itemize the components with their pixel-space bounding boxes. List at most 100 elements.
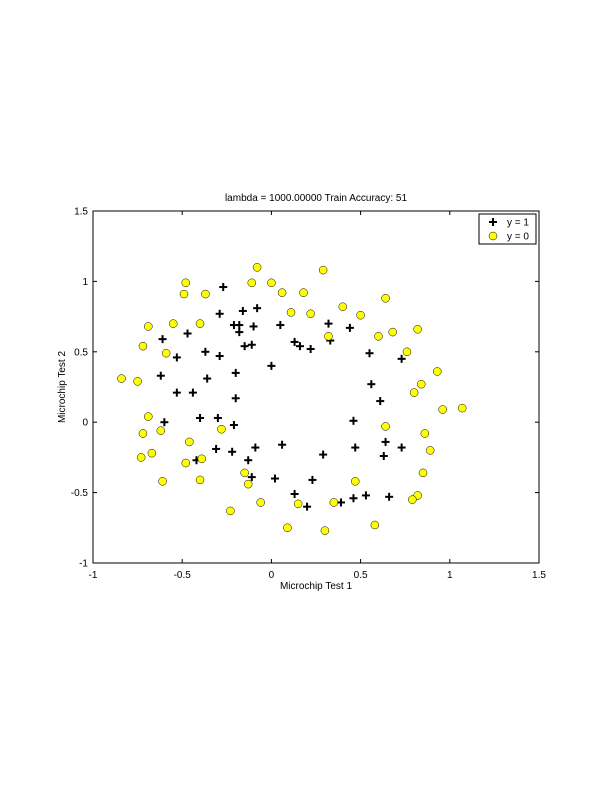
- x-tick-label: 1.5: [532, 570, 546, 581]
- x-tick-label: 0.5: [354, 570, 368, 581]
- y-tick-label: 0: [82, 418, 88, 429]
- data-point-y1: [158, 335, 167, 344]
- y-tick-label: -1: [79, 559, 88, 570]
- data-point-y1: [397, 354, 406, 363]
- data-point-y1: [381, 437, 390, 446]
- data-point-y0: [320, 526, 330, 535]
- data-point-y0: [329, 498, 339, 507]
- x-tick-label: -0.5: [174, 570, 192, 581]
- data-points: [117, 263, 467, 535]
- data-point-y1: [361, 491, 370, 500]
- data-point-y1: [215, 352, 224, 361]
- data-point-y1: [345, 323, 354, 332]
- data-point-y0: [409, 388, 419, 397]
- data-point-y1: [212, 444, 221, 453]
- data-point-y1: [215, 309, 224, 318]
- data-point-y0: [247, 278, 257, 288]
- y-tick-label: -0.5: [71, 488, 89, 499]
- data-point-y1: [308, 475, 317, 484]
- data-point-y1: [376, 397, 385, 406]
- data-point-y1: [231, 368, 240, 377]
- data-point-y1: [156, 371, 165, 380]
- data-point-y1: [229, 421, 238, 430]
- data-point-y0: [195, 475, 205, 485]
- y-tick-label: 1: [82, 277, 88, 288]
- legend-circle-icon: [488, 231, 498, 241]
- data-point-y0: [147, 448, 157, 458]
- data-point-y0: [350, 477, 360, 486]
- data-point-y0: [185, 437, 194, 447]
- data-point-y1: [351, 443, 360, 452]
- plot-area: [92, 210, 540, 564]
- data-point-y1: [203, 374, 212, 383]
- data-point-y1: [172, 353, 181, 362]
- data-point-y0: [324, 332, 333, 341]
- data-point-y1: [228, 447, 237, 456]
- data-point-y0: [144, 322, 153, 331]
- data-point-y1: [213, 413, 222, 422]
- data-point-y0: [318, 265, 328, 275]
- data-point-y1: [247, 473, 256, 482]
- data-point-y0: [381, 422, 390, 431]
- data-point-y1: [365, 349, 374, 358]
- data-point-y0: [161, 348, 171, 358]
- x-tick-label: -1: [89, 570, 98, 581]
- data-point-y0: [179, 289, 189, 299]
- data-point-y1: [336, 498, 345, 507]
- data-point-y1: [379, 451, 388, 460]
- data-point-y0: [417, 379, 426, 389]
- data-point-y0: [217, 424, 226, 434]
- data-point-y0: [293, 499, 303, 509]
- data-point-y0: [438, 405, 447, 414]
- data-point-y0: [195, 319, 205, 328]
- data-point-y1: [251, 443, 260, 452]
- data-point-y0: [181, 458, 191, 468]
- data-point-y0: [197, 454, 207, 464]
- data-point-y0: [133, 377, 142, 386]
- data-point-y0: [252, 263, 262, 272]
- data-point-y0: [156, 426, 166, 435]
- data-point-y1: [183, 329, 192, 338]
- data-point-y0: [240, 468, 249, 478]
- data-point-y1: [249, 322, 258, 331]
- data-point-y1: [367, 380, 376, 389]
- data-point-y1: [324, 319, 333, 328]
- data-point-y0: [356, 310, 365, 320]
- data-point-y0: [458, 403, 467, 413]
- y-tick-label: 0.5: [74, 347, 88, 358]
- data-point-y0: [299, 288, 308, 297]
- data-point-y0: [256, 498, 265, 507]
- data-point-y1: [188, 388, 197, 397]
- data-point-y0: [144, 412, 153, 421]
- data-point-y1: [267, 361, 276, 370]
- data-point-y0: [306, 309, 315, 319]
- data-point-y0: [418, 468, 428, 478]
- data-point-y1: [238, 306, 247, 315]
- legend: y = 1 y = 0: [478, 213, 537, 245]
- x-axis-title: Microchip Test 1: [280, 581, 353, 592]
- data-point-y1: [349, 494, 358, 503]
- data-point-y1: [160, 418, 169, 427]
- data-point-y1: [319, 450, 328, 459]
- data-point-y1: [240, 342, 249, 351]
- data-point-y1: [276, 321, 285, 330]
- legend-label-y1: y = 1: [507, 218, 529, 229]
- data-point-y0: [267, 278, 276, 288]
- data-point-y0: [138, 341, 148, 351]
- data-point-y0: [374, 332, 383, 341]
- y-tick-label: 1.5: [74, 207, 88, 218]
- data-point-y0: [117, 374, 126, 383]
- data-point-y1: [253, 304, 262, 313]
- data-point-y1: [290, 337, 299, 346]
- data-point-y1: [349, 416, 358, 425]
- data-point-y0: [388, 327, 397, 337]
- legend-label-y0: y = 0: [507, 232, 529, 243]
- data-point-y1: [244, 456, 253, 465]
- data-point-y0: [420, 429, 430, 438]
- data-point-y0: [413, 325, 422, 334]
- data-point-y0: [370, 520, 380, 530]
- data-point-y1: [247, 340, 256, 349]
- y-axis-title: Microchip Test 2: [57, 351, 68, 424]
- data-point-y1: [196, 413, 205, 422]
